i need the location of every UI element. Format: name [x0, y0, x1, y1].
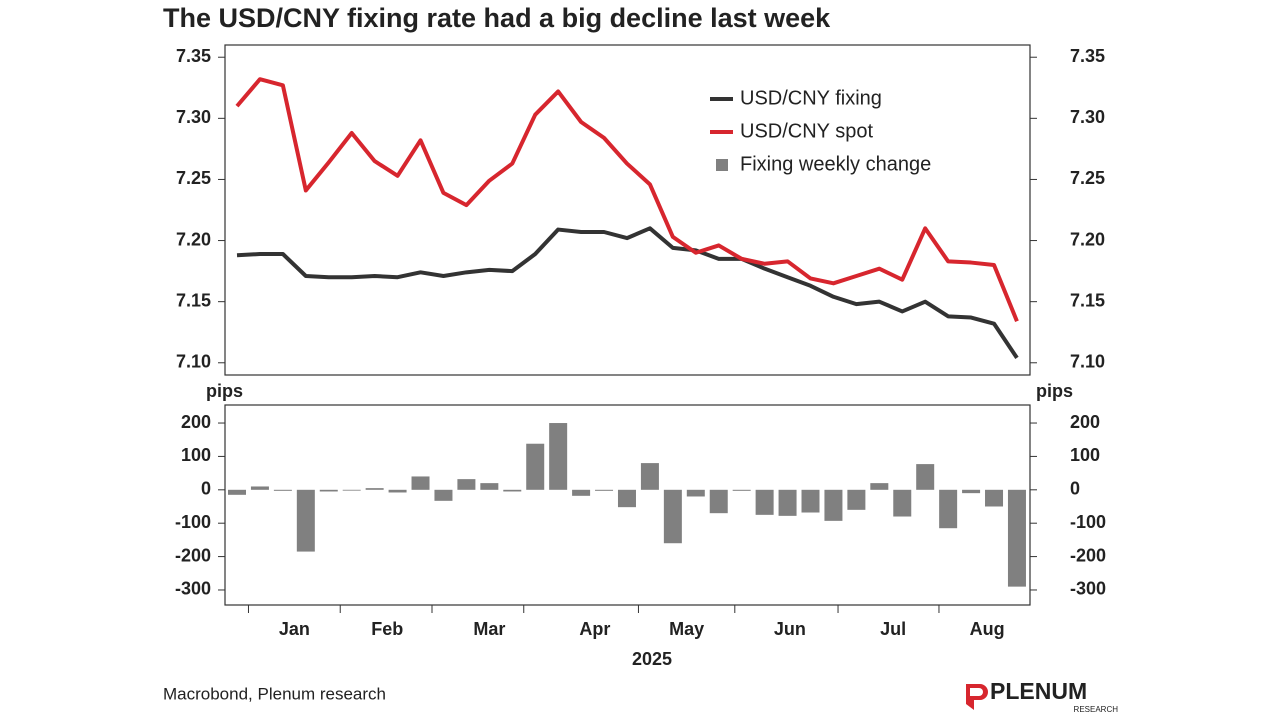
x-tick-label: Apr	[579, 619, 610, 639]
bar	[296, 489, 315, 552]
y2-tick-label: 7.20	[1070, 229, 1105, 249]
bar	[985, 489, 1004, 507]
y-tick-label: 7.30	[176, 107, 211, 127]
legend-label: Fixing weekly change	[740, 153, 931, 175]
x-tick-label: Aug	[970, 619, 1005, 639]
bar	[847, 489, 866, 510]
logo: PLENUM RESEARCH	[966, 678, 1118, 714]
bar	[870, 483, 889, 490]
y-tick-label: 7.25	[176, 168, 211, 188]
y-tick-label: 7.15	[176, 290, 211, 310]
y2-tick-label: -300	[1070, 579, 1106, 599]
y2-tick-label: 7.35	[1070, 46, 1105, 66]
y-tick-label: -300	[175, 579, 211, 599]
logo-text: PLENUM	[990, 678, 1087, 704]
bar	[342, 489, 361, 491]
chart-title: The USD/CNY fixing rate had a big declin…	[163, 3, 831, 33]
bar	[273, 489, 292, 491]
legend-swatch	[716, 159, 728, 171]
bar	[526, 443, 545, 490]
bar	[916, 464, 935, 490]
bar	[1007, 489, 1026, 587]
x-tick-label: Jul	[880, 619, 906, 639]
bar	[801, 489, 820, 513]
y-tick-label: 0	[201, 479, 211, 499]
bar	[388, 489, 407, 493]
bar	[457, 479, 476, 490]
x-tick-label: May	[669, 619, 704, 639]
y2-tick-label: 100	[1070, 445, 1100, 465]
y2-axis-label: pips	[1036, 381, 1073, 401]
y-axis-label: pips	[206, 381, 243, 401]
bar	[824, 489, 843, 521]
series-line	[236, 226, 1019, 360]
plot-frame	[224, 44, 1031, 376]
y2-tick-label: 7.15	[1070, 290, 1105, 310]
bar	[732, 489, 751, 491]
bar	[365, 488, 384, 490]
x-tick-label: Jan	[279, 619, 310, 639]
y-tick-label: 200	[181, 412, 211, 432]
y-tick-label: 7.10	[176, 352, 211, 372]
bar	[893, 489, 912, 517]
legend-label: USD/CNY fixing	[740, 87, 882, 109]
bar	[939, 489, 958, 529]
legend-label: USD/CNY spot	[740, 120, 873, 142]
logo-icon-hole	[970, 688, 983, 696]
bar	[640, 463, 659, 490]
y2-tick-label: 0	[1070, 479, 1080, 499]
bar	[778, 489, 797, 516]
plot-frame	[224, 404, 1031, 606]
y-tick-label: -200	[175, 545, 211, 565]
bar	[572, 489, 591, 496]
bar	[663, 489, 682, 544]
bar	[503, 489, 522, 492]
bar	[617, 489, 636, 508]
x-axis-label: 2025	[632, 649, 672, 669]
bar	[709, 489, 728, 514]
y2-tick-label: 200	[1070, 412, 1100, 432]
bar	[434, 489, 453, 501]
x-tick-label: Feb	[371, 619, 403, 639]
y-tick-label: -100	[175, 512, 211, 532]
y2-tick-label: -100	[1070, 512, 1106, 532]
y2-tick-label: 7.25	[1070, 168, 1105, 188]
bar	[549, 423, 568, 490]
bar	[595, 489, 614, 491]
logo-sub: RESEARCH	[1074, 705, 1119, 714]
source: Macrobond, Plenum research	[163, 684, 386, 703]
y2-tick-label: -200	[1070, 545, 1106, 565]
y2-tick-label: 7.10	[1070, 352, 1105, 372]
bar	[480, 483, 499, 490]
x-tick-label: Mar	[473, 619, 505, 639]
y2-tick-label: 7.30	[1070, 107, 1105, 127]
bar	[319, 489, 338, 492]
y-tick-label: 7.35	[176, 46, 211, 66]
bar	[411, 476, 430, 490]
series-line	[235, 77, 1019, 322]
bar	[962, 489, 981, 494]
logo-icon	[966, 684, 988, 710]
bar	[686, 489, 705, 497]
bar	[228, 489, 246, 495]
x-tick-label: Jun	[774, 619, 806, 639]
bar	[250, 486, 269, 490]
y-tick-label: 7.20	[176, 229, 211, 249]
y-tick-label: 100	[181, 445, 211, 465]
bar	[755, 489, 774, 515]
